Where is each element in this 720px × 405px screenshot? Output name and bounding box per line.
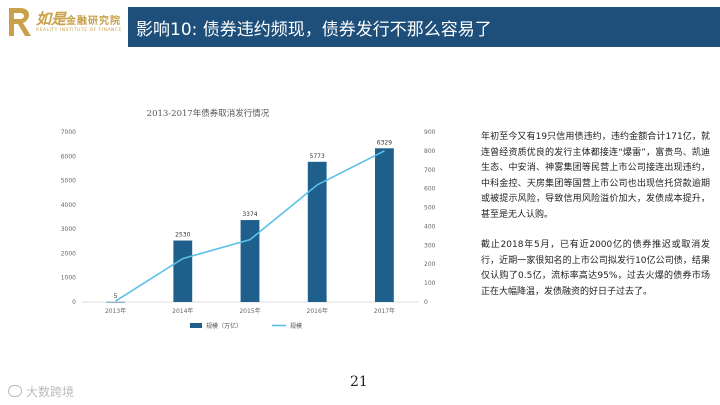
series-line — [115, 150, 385, 302]
y-left-tick: 5000 — [61, 178, 76, 185]
y-right-tick: 300 — [424, 242, 436, 249]
brand-r-icon — [9, 8, 31, 36]
y-right-tick: 100 — [424, 280, 436, 287]
y-right-tick: 600 — [424, 186, 436, 193]
x-tick-label: 2017年 — [374, 307, 395, 315]
bar — [240, 220, 260, 302]
bar-value-label: 5 — [114, 293, 118, 300]
x-tick-label: 2014年 — [172, 307, 193, 315]
legend-bar-swatch — [190, 323, 202, 328]
page-number: 21 — [350, 374, 368, 390]
y-right-tick: 400 — [424, 223, 436, 230]
bar — [374, 148, 394, 302]
y-right-tick: 800 — [424, 148, 436, 155]
watermark-logo-icon — [8, 385, 22, 397]
bar — [106, 301, 126, 303]
y-right-tick: 0 — [424, 299, 428, 306]
y-left-tick: 3000 — [61, 226, 76, 233]
y-right-tick: 200 — [424, 261, 436, 268]
brand-english: REALITY INSTITUTE OF FINANCE — [36, 28, 122, 33]
y-left-tick: 0 — [72, 299, 76, 306]
watermark: 大数跨境 — [8, 383, 74, 400]
bar-value-label: 3374 — [242, 211, 257, 218]
y-left-tick: 6000 — [61, 153, 76, 160]
y-left-tick: 7000 — [61, 129, 76, 136]
bar-value-label: 5773 — [310, 153, 325, 160]
slide-title-bar: 影响10: 债券违约频现，债券发行不那么容易了 — [128, 7, 720, 47]
analysis-paragraph-1: 年初至今又有19只信用债违约，违约金额合计171亿，就连曾经资质优良的发行主体都… — [481, 132, 710, 220]
bar-value-label: 6329 — [377, 139, 392, 146]
bond-cancellation-chart: 2013-2017年债券取消发行情况 010002000300040005000… — [61, 108, 436, 330]
bar — [173, 240, 193, 302]
brand-logo: 如是金融研究院 REALITY INSTITUTE OF FINANCE — [6, 6, 126, 40]
analysis-paragraph-2: 截止2018年5月，已有近2000亿的债券推迟或取消发行，近期一家很知名的上市公… — [481, 240, 710, 297]
bar — [307, 161, 327, 302]
x-tick-label: 2015年 — [239, 307, 260, 315]
y-left-tick: 4000 — [61, 202, 76, 209]
chart-title: 2013-2017年债券取消发行情况 — [147, 108, 270, 119]
watermark-text: 大数跨境 — [26, 385, 75, 399]
y-right-tick: 900 — [424, 129, 436, 136]
y-right-tick: 500 — [424, 205, 436, 212]
y-left-tick: 2000 — [61, 250, 76, 257]
slide-title: 影响10: 债券违约频现，债券发行不那么容易了 — [136, 20, 492, 40]
x-tick-label: 2016年 — [307, 307, 328, 315]
x-tick-label: 2013年 — [105, 307, 126, 315]
legend-bar-label: 规模（万亿） — [206, 322, 242, 330]
y-right-tick: 700 — [424, 167, 436, 174]
legend-line-label: 规模 — [290, 322, 302, 330]
brand-name: 如是金融研究院 — [36, 10, 122, 28]
bar-value-label: 2530 — [175, 232, 190, 239]
y-left-tick: 1000 — [61, 275, 76, 282]
